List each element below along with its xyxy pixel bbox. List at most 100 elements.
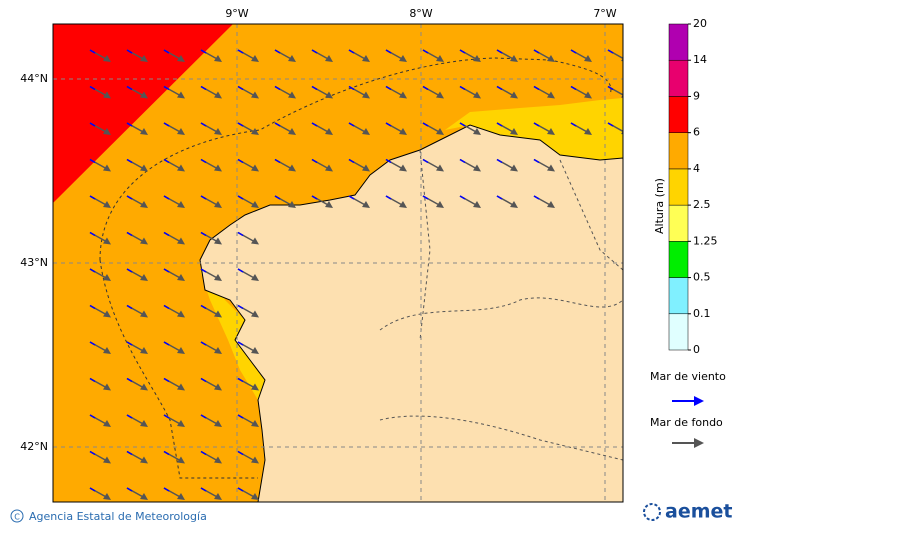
colorbar-segment [668,277,689,315]
wind-arrow [163,231,170,237]
wind-arrow [89,268,96,273]
swell-arrow [164,525,182,534]
wind-arrow [607,122,614,127]
wind-arrow [237,122,244,127]
wind-arrow [422,85,429,91]
wind-arrow [533,122,540,127]
swell-arrow-head [214,274,222,281]
swell-arrow-head [288,164,296,172]
swell-arrow-head [177,274,185,281]
swell-arrow-head [251,55,259,62]
swell-arrow-head [140,456,148,464]
swell-arrow-head [214,383,222,391]
swell-arrow-head [399,91,407,99]
wind-arrow [311,49,318,54]
swell-arrow-head [214,91,222,99]
wind-arrow [274,122,281,127]
swell-arrow-head [473,128,481,135]
swell-arrow-head [547,55,555,62]
colorbar-segment [668,204,689,242]
colorbar-label: 20 [693,17,707,30]
wind-arrow [496,158,503,164]
wind-arrow [274,195,281,200]
wind-arrow [311,195,318,200]
wind-arrow [237,377,244,383]
wind-arrow [163,85,170,91]
swell-arrow-head [362,55,370,62]
lon-label: 9°W [225,7,248,20]
wind-arrow [311,158,318,164]
swell-arrow-head [103,456,111,464]
swell-arrow-head [140,530,148,534]
wind-arrow [237,49,244,54]
wind-arrow [533,195,540,200]
swell-arrow-head [103,164,111,172]
legend-arrow-head [694,438,704,448]
wind-arrow [570,49,577,54]
colorbar-segment [668,313,689,351]
wind-arrow [200,268,207,273]
swell-arrow-head [177,456,185,464]
colorbar-label: 0.1 [693,307,711,320]
swell-arrow-head [177,128,185,135]
wind-arrow [237,195,244,200]
wind-arrow [311,85,318,91]
swell-arrow-head [214,310,222,318]
swell-arrow-head [140,383,148,391]
swell-arrow-head [103,420,111,427]
wind-arrow [200,341,207,346]
wind-arrow [237,487,244,492]
wind-arrow [163,195,170,200]
colorbar-label: 0 [693,343,700,356]
swell-arrow-head [214,420,222,427]
swell-arrow-head [473,55,481,62]
zone-boundary [99,57,612,479]
borders [379,149,623,461]
wind-arrow [348,195,355,200]
wind-arrow [163,158,170,164]
wind-arrow [163,377,170,383]
colorbar-segment [668,241,689,278]
wind-arrow [89,122,96,127]
swell-arrow [127,525,145,534]
wind-arrow [89,49,96,54]
wind-arrow [127,525,132,528]
swell-arrow-head [214,128,222,135]
wind-arrow [89,158,96,164]
map [53,24,623,534]
swell-arrow-head [399,128,407,135]
wind-arrow [126,487,133,492]
swell-arrow-head [288,91,296,99]
wind-arrow [459,195,466,200]
swell-arrow-head [399,164,407,172]
swell-arrow-head [251,420,259,427]
wind-arrow [200,487,207,492]
colorbar-segment [668,168,689,206]
lat-label: 42°N [20,440,48,453]
wind-arrow [274,85,281,91]
wind-arrow [163,487,170,492]
wind-arrow [200,195,207,200]
legend-label: Mar de fondo [650,416,723,429]
legend-label: Mar de viento [650,370,726,383]
wind-arrow [422,49,429,54]
swell-arrow-head [103,201,111,208]
wind-arrow [237,231,244,237]
wind-arrow [126,49,133,54]
wind-arrow [274,49,281,54]
wind-arrow [459,49,466,54]
swell-arrow-head [547,128,555,135]
legend-arrow-head [694,396,704,406]
swell-arrow-head [325,201,333,208]
wind-arrow [163,49,170,54]
wind-arrow [89,304,96,310]
wind-arrow [126,377,133,383]
wind-arrow [348,49,355,54]
swell-arrow [90,525,108,534]
swell-arrow-head [399,55,407,62]
wind-arrow [238,525,243,528]
wind-arrow [89,377,96,383]
swell-arrow-head [362,128,370,135]
wind-arrow [200,85,207,91]
